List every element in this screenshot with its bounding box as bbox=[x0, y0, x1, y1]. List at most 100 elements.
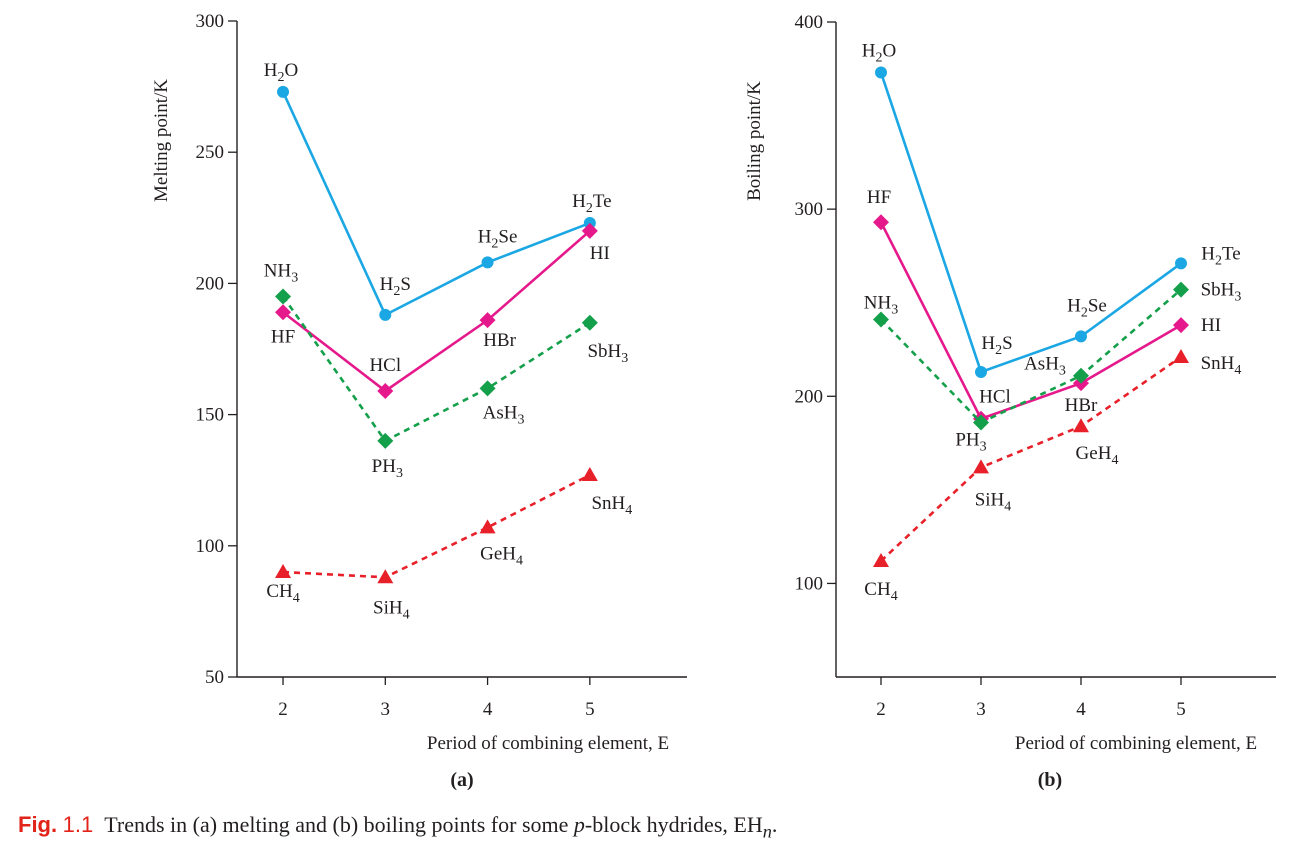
melting-y-tick-label: 250 bbox=[196, 142, 225, 163]
boiling-group-16-line bbox=[879, 72, 1182, 374]
boiling-group-16-point bbox=[975, 365, 987, 378]
melting-y-axis-title: Melting point/K bbox=[151, 79, 172, 202]
melting-compound-label: H2Se bbox=[478, 226, 518, 251]
boiling-y-tick-label: 400 bbox=[795, 12, 824, 33]
boiling-compound-label: PH3 bbox=[955, 429, 986, 454]
boiling-y-tick-label: 200 bbox=[795, 386, 824, 407]
boiling-group-15-line bbox=[880, 288, 1182, 425]
melting-y-tick-label: 50 bbox=[205, 667, 224, 688]
boiling-x-axis-title: Period of combining element, E bbox=[1015, 733, 1257, 754]
melting-y-tick-label: 300 bbox=[196, 11, 225, 32]
boiling-group-15-point bbox=[1073, 367, 1089, 384]
melting-compound-label: H2O bbox=[264, 60, 298, 85]
boiling-group-14-point bbox=[973, 459, 989, 474]
boiling-group-14-line bbox=[880, 355, 1182, 562]
boiling-group-17-point bbox=[1173, 317, 1189, 334]
melting-compound-label: CH4 bbox=[266, 581, 299, 606]
melting-compound-label: AsH3 bbox=[483, 402, 525, 427]
melting-group-15-point bbox=[377, 432, 394, 449]
boiling-x-tick-label: 2 bbox=[876, 699, 886, 720]
melting-y-tick-label: 150 bbox=[196, 405, 225, 426]
boiling-compound-label: SnH4 bbox=[1201, 353, 1242, 378]
melting-panel-label: (a) bbox=[450, 769, 473, 791]
boiling-x-tick-label: 4 bbox=[1076, 699, 1086, 720]
melting-y-tick-label: 100 bbox=[196, 536, 225, 557]
caption-text-after: -block hydrides, EH bbox=[584, 812, 763, 837]
melting-group-17-point bbox=[275, 304, 292, 321]
melting-compound-label: HCl bbox=[369, 355, 401, 376]
boiling-compound-label: H2S bbox=[981, 333, 1012, 358]
boiling-compound-label: SiH4 bbox=[975, 489, 1012, 514]
boiling-compound-label: H2Se bbox=[1067, 295, 1107, 320]
melting-compound-label: GeH4 bbox=[480, 543, 523, 568]
boiling-compound-label: AsH3 bbox=[1024, 354, 1066, 379]
boiling-compound-label: NH3 bbox=[864, 293, 898, 318]
boiling-y-tick-label: 300 bbox=[795, 199, 824, 220]
melting-x-tick-label: 5 bbox=[585, 699, 595, 720]
melting-group-16-line bbox=[281, 91, 591, 317]
boiling-group-16-point bbox=[1175, 257, 1187, 270]
melting-group-16-point bbox=[379, 308, 392, 321]
melting-compound-label: HF bbox=[271, 326, 295, 347]
melting-compound-label: NH3 bbox=[264, 261, 298, 286]
melting-x-axis-title: Period of combining element, E bbox=[427, 733, 669, 754]
boiling-group-17-point bbox=[873, 214, 889, 231]
boiling-x-tick-label: 5 bbox=[1176, 699, 1186, 720]
melting-group-14-point bbox=[377, 569, 394, 584]
boiling-group-14-point bbox=[1173, 348, 1189, 363]
boiling-compound-label: H2O bbox=[862, 41, 896, 66]
melting-compound-label: SiH4 bbox=[373, 597, 410, 622]
melting-group-16-point bbox=[481, 256, 494, 269]
melting-group-15-line bbox=[281, 295, 591, 443]
caption-fig-number: 1.1 bbox=[62, 812, 94, 837]
melting-group-15-point bbox=[275, 288, 292, 305]
melting-group-14-point bbox=[479, 519, 496, 534]
melting-compound-label: HBr bbox=[483, 330, 516, 351]
boiling-group-14-point bbox=[873, 552, 889, 567]
caption-period: . bbox=[771, 812, 778, 837]
boiling-y-axis-title: Boiling point/K bbox=[744, 81, 765, 201]
boiling-compound-label: H2Te bbox=[1201, 243, 1240, 268]
boiling-compound-label: HCl bbox=[979, 387, 1011, 408]
melting-group-17-point bbox=[581, 222, 598, 239]
melting-x-tick-label: 4 bbox=[483, 699, 493, 720]
boiling-group-15-point bbox=[1173, 281, 1189, 298]
melting-compound-label: SnH4 bbox=[591, 493, 632, 518]
melting-group-17-point bbox=[377, 382, 394, 399]
figure-caption: Fig. 1.1 Trends in (a) melting and (b) b… bbox=[18, 812, 1298, 844]
boiling-compound-label: HI bbox=[1201, 315, 1221, 336]
melting-group-17-line bbox=[282, 229, 591, 393]
melting-point-chart: 50 100 150 200 250 300 2 3 4 5 Melting point/K Peri… bbox=[151, 11, 687, 791]
melting-compound-label: SbH3 bbox=[587, 341, 628, 366]
boiling-group-16-point bbox=[1075, 330, 1087, 343]
melting-group-14-line bbox=[282, 473, 591, 579]
boiling-compound-label: SbH3 bbox=[1201, 280, 1242, 305]
melting-group-15-point bbox=[479, 380, 496, 397]
melting-group-14-point bbox=[275, 564, 292, 579]
caption-italic-p: p bbox=[573, 812, 585, 837]
boiling-group-15-point bbox=[873, 311, 889, 328]
melting-y-tick-label: 200 bbox=[196, 273, 225, 294]
melting-compound-label: PH3 bbox=[372, 456, 403, 481]
melting-compound-label: H2S bbox=[380, 274, 411, 299]
boiling-panel-label: (b) bbox=[1038, 769, 1062, 791]
boiling-group-16-point bbox=[875, 66, 887, 79]
caption-text: Trends in (a) melting and (b) boiling po… bbox=[104, 812, 574, 837]
caption-fig-word: Fig. bbox=[18, 812, 58, 837]
caption-subscript-n: n bbox=[762, 821, 772, 842]
melting-x-tick-label: 3 bbox=[381, 699, 391, 720]
melting-group-14-point bbox=[581, 466, 598, 481]
boiling-point-chart: 100 200 300 400 2 3 4 5 Boiling point/K Period of… bbox=[744, 12, 1276, 791]
boiling-y-tick-label: 100 bbox=[795, 573, 824, 594]
boiling-compound-label: HBr bbox=[1065, 395, 1098, 416]
boiling-group-17-line bbox=[879, 221, 1182, 421]
melting-compound-label: HI bbox=[590, 243, 610, 264]
boiling-group-15-point bbox=[973, 414, 989, 431]
boiling-x-tick-label: 3 bbox=[976, 699, 986, 720]
melting-group-17-point bbox=[479, 312, 496, 329]
boiling-compound-label: HF bbox=[867, 187, 891, 208]
melting-group-16-point bbox=[277, 85, 290, 98]
melting-group-15-point bbox=[581, 314, 598, 331]
boiling-compound-label: CH4 bbox=[864, 579, 897, 604]
